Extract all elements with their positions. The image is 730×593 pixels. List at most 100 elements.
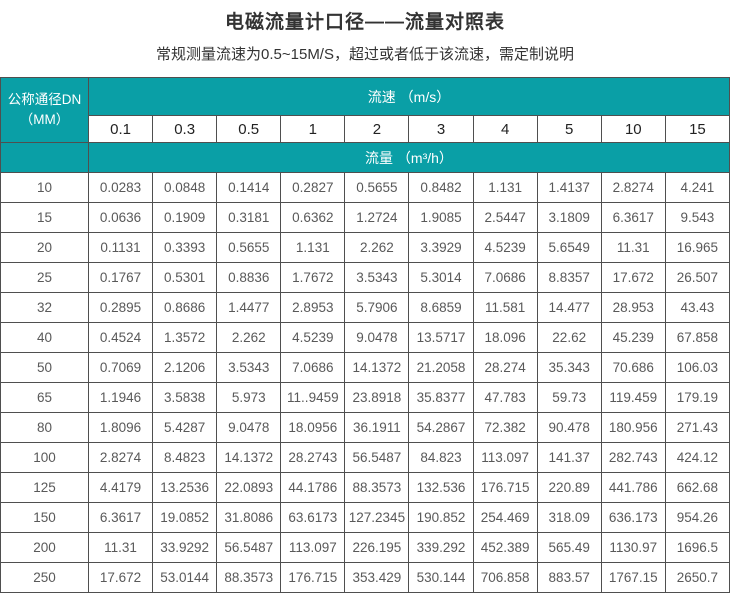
velocity-values-row: 0.1 0.3 0.5 1 2 3 4 5 10 15 <box>1 115 730 143</box>
flow-value-cell: 2.8953 <box>280 292 346 323</box>
dn-cell: 10 <box>0 172 89 203</box>
flow-value-cell: 636.173 <box>600 502 666 533</box>
flow-comparison-table: 公称通径DN （MM） 流速 （m/s） 0.1 0.3 0.5 1 2 3 4 5 10 15 … <box>0 77 730 593</box>
flow-value-cell: 1.131 <box>472 172 538 203</box>
table-row: 32 0.2895 0.8686 1.4477 2.8953 5.7906 8.6859 11… <box>0 292 730 323</box>
flow-value-cell: 7.0686 <box>280 352 346 383</box>
flow-value-cell: 179.19 <box>664 382 730 413</box>
flow-value-cell: 1.131 <box>280 232 346 263</box>
flow-value-cell: 1.2724 <box>344 202 410 233</box>
flow-value-cell: 282.743 <box>600 442 666 473</box>
flow-value-cell: 35.8377 <box>408 382 474 413</box>
velocity-value-cell: 5 <box>536 115 602 143</box>
table-row: 200 11.31 33.9292 56.5487 113.097 226.195 339.… <box>0 532 730 563</box>
flow-value-cell: 190.852 <box>408 502 474 533</box>
flow-value-cell: 67.858 <box>664 322 730 353</box>
flow-value-cell: 2.8274 <box>600 172 666 203</box>
flow-value-cell: 21.2058 <box>408 352 474 383</box>
flow-value-cell: 33.9292 <box>152 532 218 563</box>
flow-value-cell: 70.686 <box>600 352 666 383</box>
flow-value-cell: 0.3393 <box>152 232 218 263</box>
flow-value-cell: 254.469 <box>472 502 538 533</box>
flow-value-cell: 72.382 <box>472 412 538 443</box>
table-row: 125 4.4179 13.2536 22.0893 44.1786 88.3573 132… <box>0 472 730 503</box>
flow-value-cell: 17.672 <box>600 262 666 293</box>
flow-value-cell: 26.507 <box>664 262 730 293</box>
flow-value-cell: 220.89 <box>536 472 602 503</box>
flow-value-cell: 1.9085 <box>408 202 474 233</box>
table-row: 65 1.1946 3.5838 5.973 11..9459 23.8918 35.837… <box>0 382 730 413</box>
flow-value-cell: 11.31 <box>600 232 666 263</box>
dn-cell: 150 <box>0 502 89 533</box>
table-row: 150 6.3617 19.0852 31.8086 63.6173 127.2345 19… <box>0 502 730 533</box>
flow-value-cell: 1.4137 <box>536 172 602 203</box>
flow-value-cell: 7.0686 <box>472 262 538 293</box>
dn-corner-line1: 公称通径DN <box>7 92 82 108</box>
flow-value-cell: 5.7906 <box>344 292 410 323</box>
flow-value-cell: 6.3617 <box>87 502 154 533</box>
velocity-header-row: 公称通径DN （MM） 流速 （m/s） <box>0 77 730 143</box>
flow-value-cell: 0.3181 <box>216 202 282 233</box>
flow-value-cell: 424.12 <box>664 442 730 473</box>
flow-value-cell: 113.097 <box>472 442 538 473</box>
flow-value-cell: 5.973 <box>216 382 282 413</box>
flow-value-cell: 0.6362 <box>280 202 346 233</box>
flow-value-cell: 16.965 <box>664 232 730 263</box>
flow-header: 流量 （m³/h） <box>88 142 730 173</box>
table-row: 10 0.0283 0.0848 0.1414 0.2827 0.5655 0.8482 1.… <box>0 172 730 203</box>
flow-value-cell: 9.0478 <box>344 322 410 353</box>
flow-value-cell: 54.2867 <box>408 412 474 443</box>
page-title: 电磁流量计口径——流量对照表 <box>224 12 505 33</box>
flow-value-cell: 14.477 <box>536 292 602 323</box>
flow-value-cell: 13.5717 <box>408 322 474 353</box>
flow-value-cell: 271.43 <box>664 412 730 443</box>
dn-cell: 100 <box>0 442 89 473</box>
dn-cell: 125 <box>0 472 89 503</box>
flow-value-cell: 0.1131 <box>87 232 154 263</box>
flow-value-cell: 0.2827 <box>280 172 346 203</box>
flow-value-cell: 0.1909 <box>152 202 218 233</box>
flow-value-cell: 9.0478 <box>216 412 282 443</box>
flow-value-cell: 5.4287 <box>152 412 218 443</box>
flow-header-row: 流量 （m³/h） <box>0 142 730 173</box>
flow-value-cell: 106.03 <box>664 352 730 383</box>
velocity-value-cell: 10 <box>600 115 666 143</box>
flow-value-cell: 0.8686 <box>152 292 218 323</box>
table-row: 40 0.4524 1.3572 2.262 4.5239 9.0478 13.5717 18… <box>0 322 730 353</box>
flow-value-cell: 0.1414 <box>216 172 282 203</box>
flow-value-cell: 2.262 <box>344 232 410 263</box>
flow-value-cell: 17.672 <box>87 562 154 593</box>
velocity-value-cell: 0.1 <box>87 115 154 143</box>
flow-value-cell: 4.5239 <box>472 232 538 263</box>
flow-value-cell: 56.5487 <box>344 442 410 473</box>
flow-value-cell: 530.144 <box>408 562 474 593</box>
flow-value-cell: 18.096 <box>472 322 538 353</box>
velocity-value-cell: 3 <box>408 115 474 143</box>
flow-value-cell: 31.8086 <box>216 502 282 533</box>
flow-value-cell: 4.4179 <box>87 472 154 503</box>
table-row: 50 0.7069 2.1206 3.5343 7.0686 14.1372 21.2058… <box>0 352 730 383</box>
flow-value-cell: 452.389 <box>472 532 538 563</box>
flow-value-cell: 44.1786 <box>280 472 346 503</box>
dn-cell: 65 <box>0 382 89 413</box>
flow-value-cell: 565.49 <box>536 532 602 563</box>
flow-value-cell: 1.8096 <box>87 412 154 443</box>
flow-value-cell: 3.5343 <box>344 262 410 293</box>
flow-value-cell: 353.429 <box>344 562 410 593</box>
flow-value-cell: 8.8357 <box>536 262 602 293</box>
flow-value-cell: 176.715 <box>472 472 538 503</box>
flow-value-cell: 0.7069 <box>87 352 154 383</box>
flow-value-cell: 0.4524 <box>87 322 154 353</box>
flow-value-cell: 35.343 <box>536 352 602 383</box>
flow-value-cell: 84.823 <box>408 442 474 473</box>
flow-value-cell: 0.0848 <box>152 172 218 203</box>
dn-cell: 20 <box>0 232 89 263</box>
flow-value-cell: 0.8836 <box>216 262 282 293</box>
dn-cell: 250 <box>0 562 89 593</box>
velocity-value-cell: 1 <box>280 115 346 143</box>
flow-value-cell: 0.8482 <box>408 172 474 203</box>
dn-cell: 200 <box>0 532 89 563</box>
flow-value-cell: 5.3014 <box>408 262 474 293</box>
flow-value-cell: 441.786 <box>600 472 666 503</box>
